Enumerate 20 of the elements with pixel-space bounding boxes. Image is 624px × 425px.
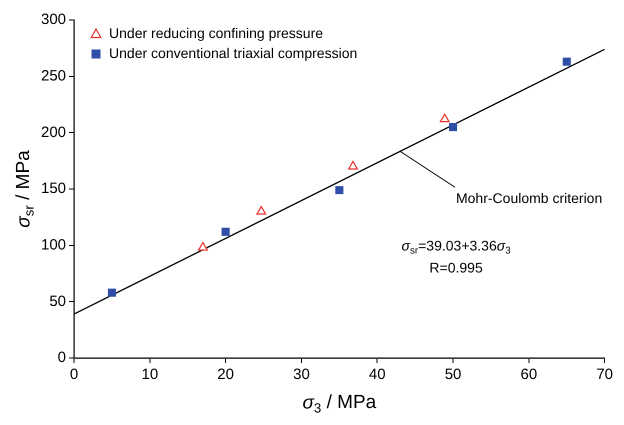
y-tick-label: 0 xyxy=(58,349,66,366)
y-tick-label: 50 xyxy=(49,292,66,310)
y-tick-label: 300 xyxy=(40,11,66,28)
x-tick-label: 0 xyxy=(70,366,78,384)
x-tick-label: 40 xyxy=(368,366,386,384)
y-axis-title: σsr / MPa xyxy=(13,150,36,228)
legend-label: Under conventional triaxial compression xyxy=(109,44,358,61)
x-tick-label: 20 xyxy=(217,366,234,384)
y-tick-label: 100 xyxy=(40,236,66,254)
annotation: Mohr-Coulomb criterion xyxy=(456,190,602,206)
x-tick-label: 10 xyxy=(141,366,158,384)
annotation: R=0.995 xyxy=(429,259,483,276)
y-tick-label: 200 xyxy=(40,124,66,141)
x-tick-label: 50 xyxy=(444,366,462,384)
x-tick-label: 60 xyxy=(520,366,538,384)
y-tick-label: 150 xyxy=(40,180,66,198)
legend-label: Under reducing confining pressure xyxy=(109,24,324,41)
y-tick-label: 250 xyxy=(40,67,66,84)
x-tick-label: 70 xyxy=(596,366,613,384)
x-tick-label: 30 xyxy=(293,366,310,384)
